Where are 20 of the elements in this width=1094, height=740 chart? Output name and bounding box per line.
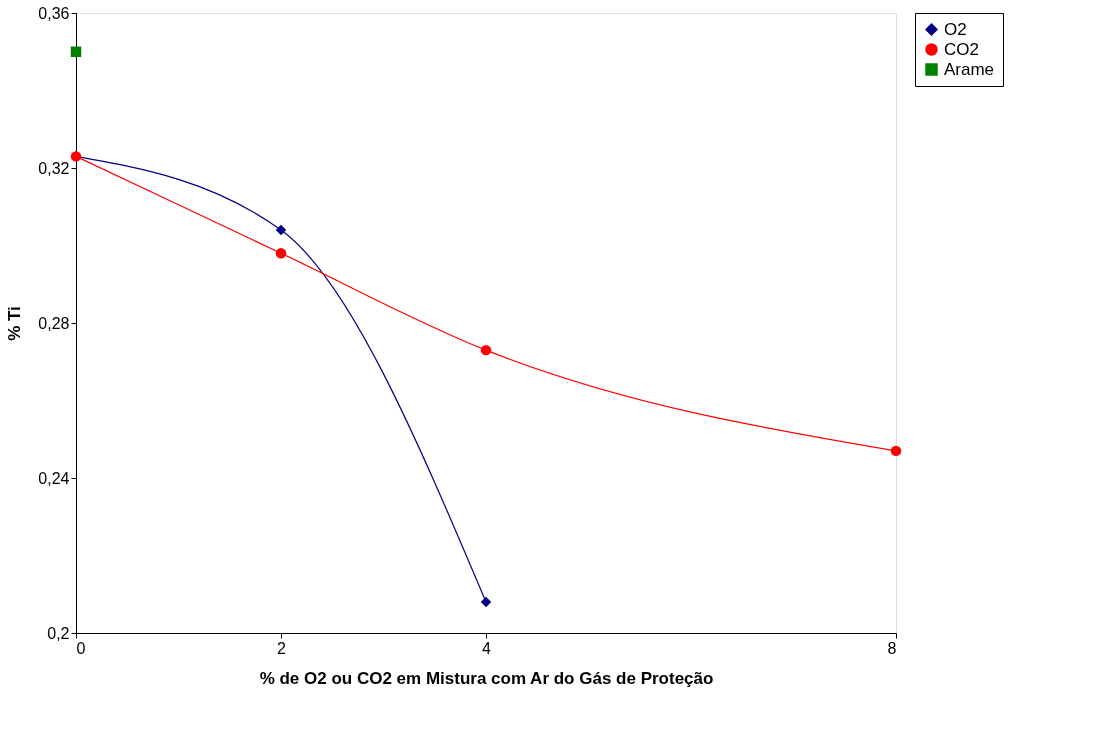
y-axis-title: % Ti xyxy=(5,306,25,341)
y-tick-label: 0,2 xyxy=(47,624,70,642)
point xyxy=(890,445,902,457)
point xyxy=(70,46,82,57)
y-tick-label: 0,24 xyxy=(38,469,70,487)
x-tick-label: 8 xyxy=(887,639,897,657)
y-tick-label: 0,28 xyxy=(38,314,70,332)
x-tick-label: 0 xyxy=(76,639,86,657)
point xyxy=(480,596,492,608)
legend-label: O2 xyxy=(944,19,967,39)
point xyxy=(480,344,492,356)
x-tick-label: 2 xyxy=(277,639,287,657)
legend-label: Arame xyxy=(944,59,995,79)
x-axis-title: % de O2 ou CO2 em Mistura com Ar do Gás de Proteção xyxy=(259,668,714,688)
point xyxy=(275,224,287,236)
legend-label: CO2 xyxy=(944,39,979,59)
y-tick-label: 0,32 xyxy=(38,159,70,177)
point xyxy=(275,248,287,259)
x-tick-label: 4 xyxy=(482,639,492,657)
y-tick-label: 0,36 xyxy=(38,4,70,22)
